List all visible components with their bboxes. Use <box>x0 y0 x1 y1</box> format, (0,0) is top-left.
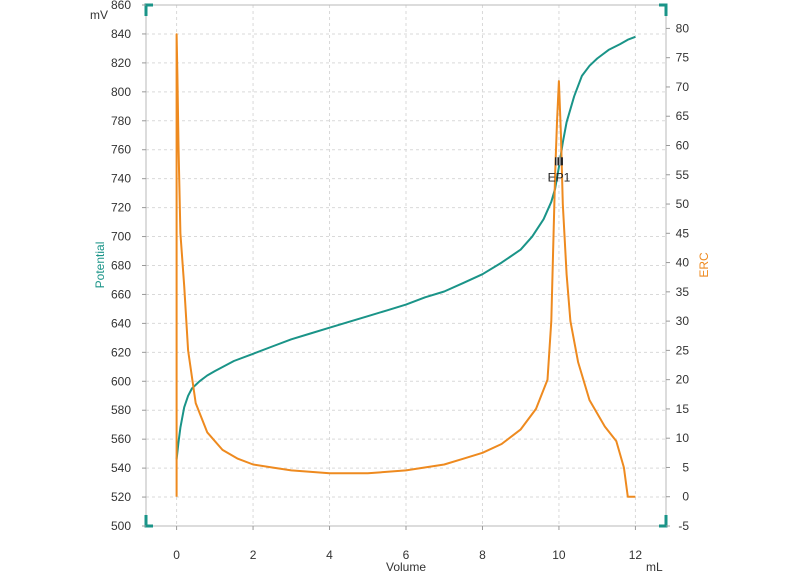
endpoint-marker-label: EP1 <box>548 170 571 184</box>
series-lines <box>175 33 636 498</box>
left-y-tick-label: 660 <box>111 287 131 301</box>
right-y-tick-label: 20 <box>676 373 690 387</box>
right-y-tick-label: 0 <box>682 490 689 504</box>
left-y-tick-label: 640 <box>111 316 131 330</box>
left-y-tick-label: 700 <box>111 230 131 244</box>
frame-corner <box>659 515 668 528</box>
endpoint-markers[interactable]: EP1 <box>548 157 571 184</box>
right-y-tick-label: 40 <box>676 256 690 270</box>
left-y-tick-label: 540 <box>111 461 131 475</box>
left-y-tick-label: 500 <box>111 519 131 533</box>
left-y-tick-label: 620 <box>111 345 131 359</box>
left-y-tick-label: 800 <box>111 85 131 99</box>
right-y-axis-title: ERC <box>697 252 711 278</box>
x-tick-label: 2 <box>250 548 257 562</box>
x-axis-unit: mL <box>646 560 663 574</box>
frame-corner <box>659 3 668 16</box>
frame-corner <box>144 515 153 528</box>
left-y-unit: mV <box>90 8 108 22</box>
right-y-tick-label: 5 <box>682 460 689 474</box>
right-y-tick-label: 30 <box>676 314 690 328</box>
x-tick-label: 10 <box>552 548 566 562</box>
right-y-ticks: -5 0 5 10 15 20 25 30 35 40 45 50 55 60 65 70 75 80 <box>666 21 689 533</box>
left-y-tick-label: 520 <box>111 490 131 504</box>
series-line-potential <box>175 35 636 460</box>
x-tick-label: 12 <box>629 548 643 562</box>
endpoint-marker[interactable]: EP1 <box>548 157 571 184</box>
left-y-tick-label: 560 <box>111 432 131 446</box>
x-tick-label: 6 <box>403 548 410 562</box>
right-y-tick-label: 45 <box>676 226 690 240</box>
left-y-tick-label: 760 <box>111 143 131 157</box>
left-y-tick-label: 860 <box>111 0 131 12</box>
right-y-tick-label: 80 <box>676 21 690 35</box>
x-tick-label: 8 <box>479 548 486 562</box>
x-tick-label: 4 <box>326 548 333 562</box>
left-y-tick-label: 820 <box>111 56 131 70</box>
right-y-tick-label: 35 <box>676 285 690 299</box>
x-tick-label: 0 <box>173 548 180 562</box>
left-y-ticks: 500 520 540 560 580 600 620 640 660 680 700 720 740 7… <box>111 0 146 533</box>
frame-corner <box>144 3 153 16</box>
right-y-tick-label: -5 <box>678 519 689 533</box>
right-y-tick-label: 60 <box>676 138 690 152</box>
right-y-tick-label: 55 <box>676 168 690 182</box>
left-y-tick-label: 600 <box>111 374 131 388</box>
left-y-axis-title: Potential <box>93 242 107 289</box>
left-y-tick-label: 680 <box>111 259 131 273</box>
left-y-tick-label: 780 <box>111 114 131 128</box>
x-ticks: 0 2 4 6 8 10 12 <box>173 526 642 562</box>
x-axis-title: Volume <box>386 560 426 574</box>
right-y-tick-label: 10 <box>676 431 690 445</box>
grid-lines <box>146 4 666 527</box>
series-line-erc <box>175 33 636 498</box>
right-y-tick-label: 50 <box>676 197 690 211</box>
right-y-tick-label: 25 <box>676 343 690 357</box>
left-y-tick-label: 840 <box>111 27 131 41</box>
endpoint-marker-square <box>554 157 563 166</box>
right-y-tick-label: 70 <box>676 80 690 94</box>
right-y-tick-label: 65 <box>676 109 690 123</box>
right-y-tick-label: 75 <box>676 51 690 65</box>
left-y-tick-label: 720 <box>111 201 131 215</box>
right-y-tick-label: 15 <box>676 402 690 416</box>
left-y-tick-label: 740 <box>111 172 131 186</box>
left-y-tick-label: 580 <box>111 403 131 417</box>
